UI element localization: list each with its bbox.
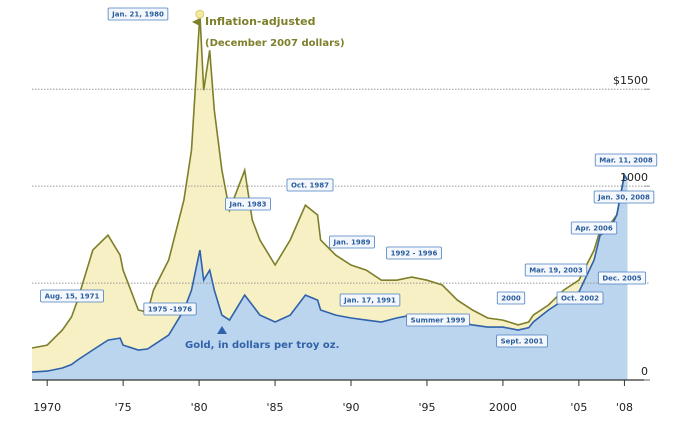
callout: Summer 1999 (406, 313, 470, 327)
callout-box (597, 271, 647, 285)
series-note: (December 2007 dollars) (205, 38, 345, 49)
x-tick-label: '80 (191, 401, 208, 414)
callout-text: Jan. 17, 1991 (343, 297, 396, 305)
callout-text: Jan. 21, 1980 (111, 11, 164, 19)
callout: Oct. 2002 (556, 291, 604, 305)
callout-text: 2000 (501, 295, 521, 303)
x-tick-label: '90 (342, 401, 359, 414)
series-line (31, 14, 629, 349)
callout: Aug. 15, 1971 (40, 289, 104, 303)
x-tick-label: 1970 (33, 401, 61, 414)
callout-box (286, 178, 334, 192)
callout: Jan. 1989 (329, 235, 375, 249)
callout-text: 1975 -1976 (148, 306, 192, 314)
series-line (31, 172, 629, 373)
marker (192, 18, 200, 26)
callout-box (496, 291, 526, 305)
callout-box (524, 263, 588, 277)
callout-text: 1992 - 1996 (391, 250, 438, 258)
callout-text: Summer 1999 (411, 317, 466, 325)
callout-text: Apr. 2006 (575, 225, 613, 233)
callout-box (329, 235, 375, 249)
x-tick-label: 2000 (489, 401, 517, 414)
callout-box (593, 190, 655, 204)
callout-box (556, 291, 604, 305)
callout: Apr. 2006 (570, 221, 618, 235)
y-tick-label: $1500 (613, 74, 648, 87)
marker (217, 326, 227, 334)
callout: Mar. 11, 2008 (594, 153, 658, 167)
y-tick-label: 0 (641, 365, 648, 378)
callout-box (496, 334, 548, 348)
callout: Dec. 2005 (597, 271, 647, 285)
callout: Sept. 2001 (496, 334, 548, 348)
callout-text: Sept. 2001 (501, 338, 544, 346)
callout-text: Mar. 19, 2003 (529, 267, 583, 275)
callout-box (40, 289, 104, 303)
callout-box (570, 221, 618, 235)
callout-box (339, 293, 401, 307)
callout: Jan. 1983 (225, 197, 271, 211)
callout-box (386, 246, 442, 260)
callout: 1975 -1976 (143, 302, 197, 316)
callout-box (225, 197, 271, 211)
callout: 1992 - 1996 (386, 246, 442, 260)
callout-text: Mar. 11, 2008 (599, 157, 653, 165)
x-tick-label: '75 (115, 401, 132, 414)
callout: Jan. 30, 2008 (593, 190, 655, 204)
callout: Jan. 17, 1991 (339, 293, 401, 307)
area-fill (32, 14, 628, 380)
callout: Jan. 21, 1980 (107, 7, 169, 21)
x-tick-label: '85 (267, 401, 284, 414)
x-tick-label: '05 (570, 401, 587, 414)
x-tick-label: '95 (418, 401, 435, 414)
callout-box (107, 7, 169, 21)
callout-text: Aug. 15, 1971 (45, 293, 100, 301)
callout-box (594, 153, 658, 167)
callout-text: Jan. 1989 (333, 239, 371, 247)
series-label: Gold, in dollars per troy oz. (185, 340, 339, 351)
series-label: Inflation-adjusted (205, 15, 316, 28)
callout-text: Dec. 2005 (602, 275, 641, 283)
callout-text: Jan. 30, 2008 (597, 194, 650, 202)
callout-text: Oct. 2002 (561, 295, 599, 303)
callout-box (143, 302, 197, 316)
callout-text: Jan. 1983 (229, 201, 267, 209)
callout-box (406, 313, 470, 327)
y-tick-label: 1000 (620, 171, 648, 184)
callout-text: Oct. 1987 (291, 182, 329, 190)
callout: Oct. 1987 (286, 178, 334, 192)
area-fill (32, 175, 628, 380)
x-tick-label: '08 (616, 401, 633, 414)
point-marker (195, 9, 205, 19)
callout: 2000 (496, 291, 526, 305)
callout: Mar. 19, 2003 (524, 263, 588, 277)
